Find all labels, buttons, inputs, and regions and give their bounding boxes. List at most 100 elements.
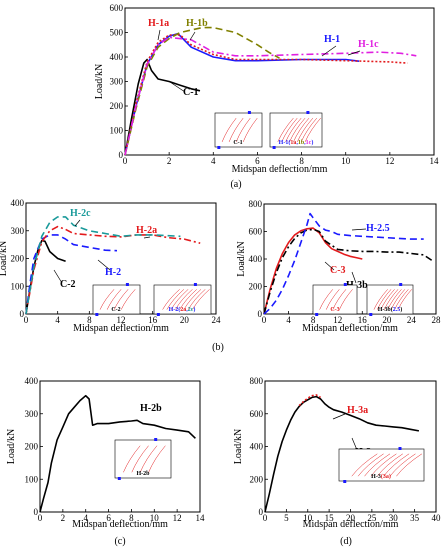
crack-line — [179, 289, 197, 310]
inset-label-part: H-1( — [279, 139, 291, 146]
inset-frame — [312, 284, 358, 315]
annotation-leader — [324, 261, 335, 271]
support-marker — [369, 313, 373, 316]
inset-label-part: , — [186, 307, 188, 313]
inset-label: C-1 — [233, 140, 242, 146]
load-point-marker — [125, 283, 129, 286]
panel-label: (c) — [114, 536, 125, 547]
inset-frame — [92, 284, 141, 315]
y-axis-label: Load/kN — [0, 241, 9, 277]
x-tick-label: 20 — [382, 315, 392, 325]
annotation-leader — [347, 50, 361, 56]
series-annotation: C-2 — [60, 279, 76, 290]
x-tick-label: 4 — [211, 156, 216, 166]
x-tick-label: 35 — [410, 513, 420, 523]
series-line-h-1a — [124, 34, 408, 156]
y-axis-label: Load/kN — [94, 64, 105, 100]
y-tick-label: 400 — [11, 198, 25, 208]
crack-line — [304, 117, 321, 143]
y-axis-label: Load/kN — [6, 429, 17, 465]
x-tick-label: 15 — [325, 513, 335, 523]
x-tick-label: 8 — [129, 513, 134, 523]
inset-frame — [269, 112, 323, 148]
annotation-leader — [97, 259, 111, 271]
series-line-c-1 — [124, 58, 201, 156]
x-tick-label: 4 — [83, 513, 88, 523]
series-annotation: H-2b — [140, 403, 162, 414]
x-tick-label: 0 — [123, 156, 128, 166]
series-line-h-2-5 — [263, 212, 424, 315]
series-annotation: H-1a — [148, 18, 169, 29]
x-tick-label: 6 — [255, 156, 260, 166]
annotation-leader — [351, 228, 367, 231]
x-tick-label: 8 — [311, 315, 316, 325]
annotation-leader — [351, 437, 358, 451]
x-tick-label: 30 — [389, 513, 399, 523]
series-line-h-2b — [39, 394, 196, 513]
series-line-h-2c — [25, 216, 181, 315]
crack-pattern-inset: C-2 — [92, 283, 141, 316]
crack-line — [106, 289, 122, 310]
y-tick-label: 400 — [249, 254, 263, 264]
crack-line — [300, 117, 317, 143]
x-tick-label: 8 — [87, 315, 92, 325]
crack-line — [297, 117, 314, 143]
annotation-leader — [332, 413, 346, 420]
x-tick-label: 12 — [117, 315, 126, 325]
series-annotation: H-2c — [70, 208, 91, 219]
y-axis-label: Load/kN — [233, 429, 244, 465]
crack-line — [187, 289, 206, 310]
crack-line — [370, 453, 397, 477]
crack-pattern-inset: C-3 — [312, 283, 358, 316]
inset-label: H-2b — [136, 471, 150, 477]
series-annotation: C-1 — [183, 87, 199, 98]
inset-label-part: H-3 — [371, 474, 381, 480]
inset-label-part: 2a — [180, 307, 186, 313]
x-tick-label: 10 — [150, 513, 160, 523]
inset-label-part: 2.5 — [393, 307, 401, 313]
crack-line — [170, 289, 189, 310]
crack-line — [281, 117, 298, 143]
annotation-leader — [169, 81, 186, 93]
crack-line — [175, 289, 193, 310]
inset-label-part: 2c — [188, 307, 194, 313]
support-marker — [156, 313, 160, 316]
chart-panel-b1: 0 4 8 12 16 20 24 0 100 200 300 400 Midspan deflecti… — [0, 198, 224, 353]
inset-label-part: 1c — [306, 140, 312, 146]
inset-label-part: , — [304, 140, 306, 146]
crack-pattern-inset: H-2b — [114, 438, 172, 480]
chart-panel-c: 0 2 4 6 8 10 12 14 0 100 200 300 400 Midspan deflecti… — [6, 376, 205, 547]
y-tick-label: 800 — [249, 199, 263, 209]
x-tick-label: 2 — [61, 513, 66, 523]
y-tick-label: 400 — [250, 442, 264, 452]
panel-label: (d) — [340, 536, 352, 547]
y-tick-label: 0 — [119, 150, 124, 160]
annotation-leader — [189, 31, 196, 41]
load-point-marker — [247, 111, 251, 114]
x-tick-label: 12 — [333, 315, 342, 325]
x-axis-label: Midspan deflection/mm — [72, 519, 168, 530]
y-tick-label: 500 — [110, 28, 124, 38]
y-tick-label: 200 — [250, 474, 264, 484]
crack-line — [235, 117, 251, 142]
chart-panel-b2: 0 4 8 12 16 20 24 28 0 200 400 600 800 Midspan deflec… — [236, 199, 441, 334]
inset-label: H-3(3a) — [371, 473, 391, 480]
support-marker — [272, 146, 276, 149]
crack-line — [332, 289, 347, 310]
crack-line — [377, 289, 392, 310]
support-marker — [343, 480, 347, 483]
x-tick-label: 10 — [341, 156, 351, 166]
x-tick-label: 40 — [432, 513, 442, 523]
x-axis-label: Midspan deflection/mm — [232, 164, 328, 175]
inset-label-part: (3a) — [381, 473, 391, 480]
inset-frame — [114, 439, 172, 479]
crack-line — [123, 445, 141, 473]
crack-line — [364, 453, 391, 477]
chart-panel-a: 0 2 4 6 8 10 12 14 0 100 200 300 400 500 600 Midspan de… — [94, 3, 439, 190]
annotation-leader — [53, 269, 63, 284]
x-tick-label: 12 — [385, 156, 394, 166]
y-tick-label: 600 — [249, 227, 263, 237]
support-marker — [117, 477, 121, 480]
inset-label: C-3 — [330, 307, 339, 313]
x-tick-label: 2 — [167, 156, 172, 166]
